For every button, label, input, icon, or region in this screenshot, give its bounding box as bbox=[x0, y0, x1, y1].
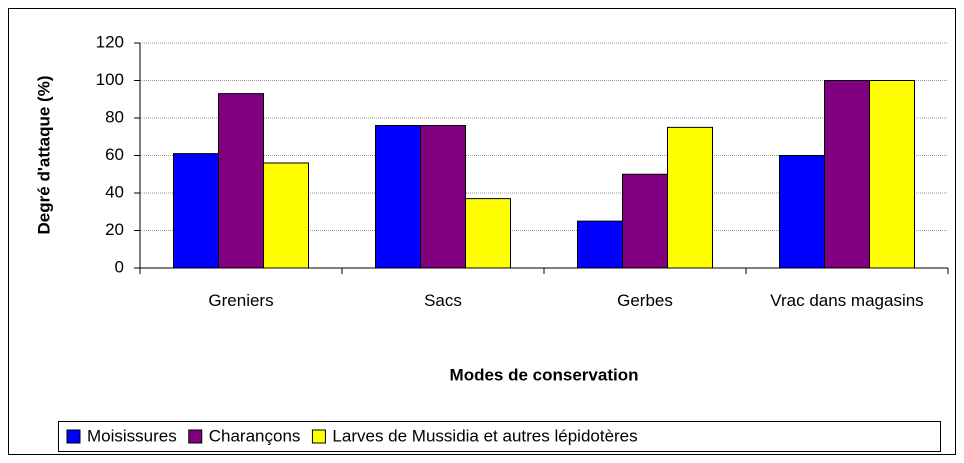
y-axis-title: Degré d'attaque (%) bbox=[34, 76, 53, 235]
bar bbox=[577, 220, 623, 269]
y-tick-label: 100 bbox=[96, 70, 124, 89]
x-tick-label: Sacs bbox=[424, 291, 462, 310]
bar bbox=[824, 80, 870, 269]
y-tick-label: 120 bbox=[96, 32, 124, 51]
bar bbox=[622, 173, 668, 269]
bar bbox=[869, 80, 915, 269]
bar bbox=[375, 125, 421, 269]
legend-label: Moisissures bbox=[87, 426, 177, 445]
y-tick-label: 80 bbox=[105, 107, 124, 126]
y-tick-label: 0 bbox=[115, 257, 124, 276]
bar bbox=[218, 93, 264, 269]
bar bbox=[173, 153, 219, 269]
legend-label: Larves de Mussidia et autres lépidotères bbox=[332, 426, 637, 445]
y-tick-label: 20 bbox=[105, 220, 124, 239]
bar bbox=[420, 125, 466, 269]
x-tick-label: Vrac dans magasins bbox=[770, 291, 924, 310]
bar bbox=[667, 126, 713, 269]
bar bbox=[263, 162, 309, 269]
y-tick-label: 40 bbox=[105, 182, 124, 201]
legend-swatch bbox=[311, 429, 326, 444]
legend-swatch bbox=[188, 429, 203, 444]
y-tick-label: 60 bbox=[105, 145, 124, 164]
x-tick-label: Greniers bbox=[208, 291, 274, 310]
legend-swatch bbox=[66, 429, 81, 444]
legend-box bbox=[58, 421, 941, 452]
legend-label: Charançons bbox=[209, 426, 301, 445]
bar bbox=[465, 198, 511, 269]
bar bbox=[779, 155, 825, 269]
x-axis-title: Modes de conservation bbox=[450, 365, 639, 384]
x-tick-label: Gerbes bbox=[617, 291, 673, 310]
